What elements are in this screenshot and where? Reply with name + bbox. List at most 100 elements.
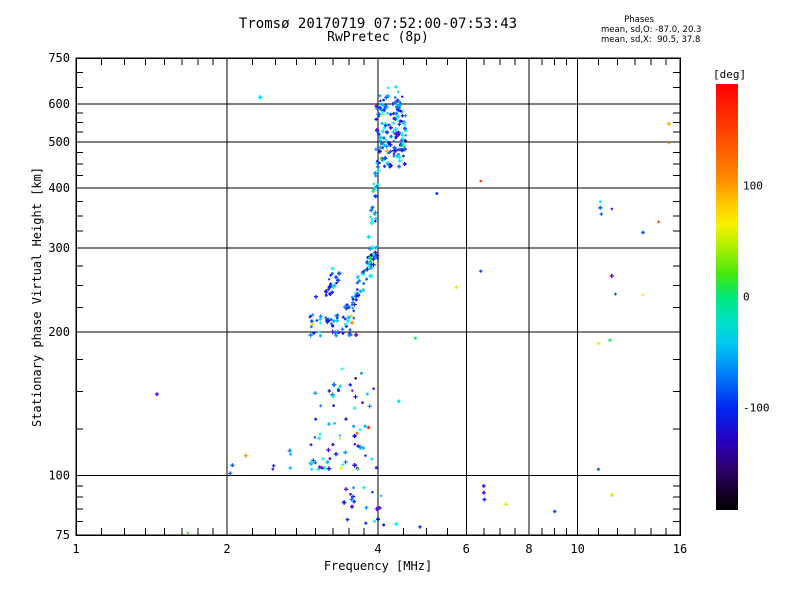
data-point bbox=[404, 134, 407, 137]
data-point bbox=[400, 119, 403, 123]
data-point bbox=[326, 287, 330, 291]
data-point bbox=[337, 331, 341, 334]
data-point bbox=[345, 517, 350, 522]
data-point bbox=[393, 100, 397, 105]
plot-title: Tromsø 20170719 07:52:00-07:53:43 bbox=[238, 16, 518, 32]
data-point bbox=[340, 327, 345, 331]
data-point bbox=[400, 133, 405, 138]
data-point bbox=[330, 290, 334, 295]
data-point bbox=[333, 451, 339, 457]
data-point bbox=[348, 328, 352, 332]
data-point bbox=[609, 492, 614, 497]
data-point bbox=[341, 315, 345, 319]
data-point bbox=[397, 122, 402, 127]
data-point bbox=[330, 266, 335, 271]
data-point bbox=[350, 494, 356, 499]
data-point bbox=[361, 485, 366, 490]
data-point bbox=[389, 113, 393, 116]
data-point bbox=[336, 388, 341, 393]
data-point bbox=[389, 134, 393, 138]
data-point bbox=[311, 458, 316, 463]
data-point bbox=[372, 387, 375, 390]
data-point bbox=[355, 292, 361, 297]
data-point bbox=[380, 114, 384, 118]
data-point bbox=[376, 189, 380, 192]
data-point bbox=[336, 278, 341, 283]
data-point bbox=[349, 497, 354, 502]
data-point bbox=[388, 142, 393, 147]
data-point bbox=[367, 246, 373, 251]
data-point bbox=[402, 146, 408, 152]
data-point bbox=[360, 371, 363, 375]
data-point bbox=[403, 123, 406, 127]
data-point bbox=[362, 282, 366, 285]
data-point bbox=[347, 305, 351, 310]
data-point bbox=[316, 467, 321, 472]
data-point bbox=[326, 466, 332, 471]
colorbar-tick-labels: 100 0 -100 bbox=[743, 0, 795, 600]
data-point bbox=[356, 444, 360, 448]
data-point bbox=[371, 189, 376, 194]
data-point bbox=[383, 126, 386, 130]
data-point bbox=[310, 325, 313, 329]
data-point bbox=[346, 315, 351, 320]
data-point bbox=[361, 401, 364, 404]
y-tick-label: 600 bbox=[48, 97, 70, 111]
y-tick-label: 200 bbox=[48, 325, 70, 339]
data-point bbox=[333, 330, 338, 335]
data-point bbox=[370, 218, 374, 222]
data-point bbox=[368, 255, 372, 260]
data-point bbox=[338, 437, 341, 440]
data-point bbox=[609, 273, 615, 279]
data-point bbox=[352, 309, 356, 313]
data-point bbox=[397, 399, 401, 404]
data-point bbox=[343, 304, 348, 310]
data-point bbox=[657, 220, 661, 224]
data-point bbox=[324, 316, 327, 319]
data-point bbox=[380, 122, 384, 125]
axes-layer: 1 2 4 6 8 10 16 75 100 200 300 400 500 600 750 bbox=[48, 51, 687, 556]
data-point bbox=[314, 417, 318, 421]
data-point bbox=[334, 275, 338, 280]
phase-stats-header: Phases bbox=[624, 15, 654, 25]
data-point bbox=[309, 443, 313, 447]
data-point bbox=[327, 284, 332, 289]
data-point bbox=[318, 465, 322, 469]
data-point bbox=[384, 95, 389, 100]
data-point bbox=[361, 288, 366, 292]
data-point bbox=[330, 329, 335, 334]
data-point bbox=[343, 450, 348, 455]
data-point bbox=[394, 111, 399, 116]
data-point bbox=[155, 392, 159, 397]
data-point bbox=[326, 447, 331, 453]
data-point bbox=[377, 149, 382, 154]
data-point bbox=[320, 466, 324, 470]
data-point bbox=[398, 100, 401, 103]
phase-stats-o-line: mean, sd,O: -87.0, 20.3 bbox=[601, 25, 702, 35]
data-point bbox=[230, 463, 235, 468]
data-point bbox=[332, 404, 335, 407]
data-point bbox=[341, 463, 344, 466]
data-point bbox=[370, 205, 375, 210]
data-point bbox=[355, 431, 359, 435]
x-tick-label: 10 bbox=[570, 542, 584, 556]
data-point bbox=[374, 466, 378, 470]
data-point bbox=[378, 135, 383, 140]
data-point bbox=[325, 318, 331, 323]
data-point bbox=[355, 281, 359, 285]
data-point bbox=[371, 262, 376, 267]
data-point bbox=[402, 162, 407, 166]
data-point bbox=[378, 94, 382, 98]
data-point bbox=[380, 129, 386, 134]
data-point bbox=[350, 333, 353, 336]
data-point bbox=[313, 294, 319, 299]
data-point bbox=[368, 273, 373, 279]
data-point bbox=[395, 114, 400, 118]
data-point bbox=[373, 250, 378, 255]
data-point bbox=[335, 281, 338, 285]
data-point bbox=[376, 113, 379, 116]
data-point bbox=[327, 389, 331, 393]
data-point bbox=[386, 86, 390, 90]
data-point bbox=[373, 519, 376, 523]
